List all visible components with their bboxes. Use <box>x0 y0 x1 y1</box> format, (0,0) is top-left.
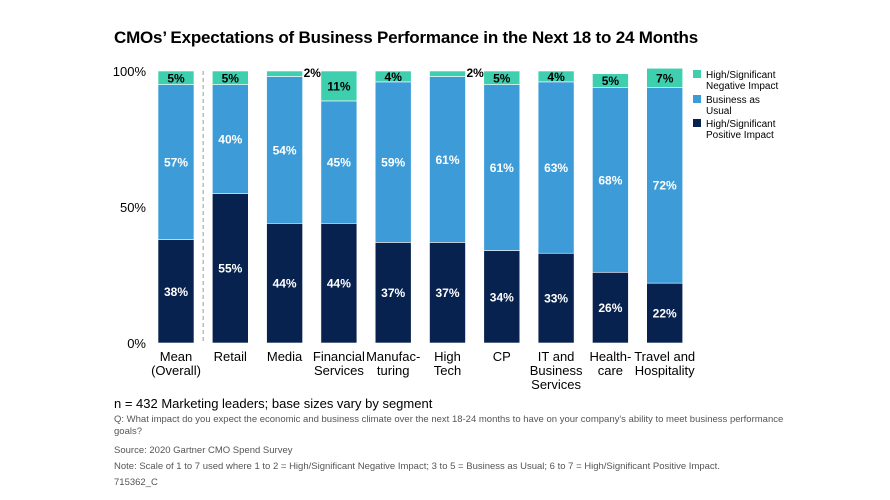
data-label: 26% <box>598 301 622 315</box>
bar-segment <box>157 84 195 240</box>
category-label: Services <box>314 363 364 378</box>
data-label: 5% <box>602 74 620 88</box>
data-label: 33% <box>544 292 568 306</box>
legend-label: High/Significant <box>706 70 776 81</box>
category-label: Tech <box>434 363 461 378</box>
data-label: 45% <box>327 156 351 170</box>
y-tick-label: 0% <box>127 336 146 351</box>
category-label: (Overall) <box>151 363 201 378</box>
data-label: 7% <box>656 71 674 85</box>
category-label: Business <box>530 363 583 378</box>
figure-code: 715362_C <box>114 477 158 488</box>
bar-segment <box>537 252 575 344</box>
data-label: 63% <box>544 161 568 175</box>
legend-label: Business as <box>706 95 760 106</box>
bar-segment <box>212 84 249 194</box>
scale-note: Note: Scale of 1 to 7 used where 1 to 2 … <box>114 461 720 472</box>
data-label: 2% <box>304 66 322 80</box>
legend-swatch <box>693 70 701 78</box>
data-label: 34% <box>490 290 514 304</box>
category-label: Health- <box>589 349 631 364</box>
bar-segment <box>592 73 629 88</box>
category-label: Manufac- <box>366 349 420 364</box>
data-label: 61% <box>490 161 514 175</box>
data-label: 4% <box>385 70 403 84</box>
chart-title: CMOs’ Expectations of Business Performan… <box>114 28 698 47</box>
legend-label: High/Significant <box>706 119 776 130</box>
source-line: Source: 2020 Gartner CMO Spend Survey <box>114 445 293 456</box>
bar-segment <box>592 271 629 344</box>
sample-size-note: n = 432 Marketing leaders; base sizes va… <box>114 396 433 411</box>
category-label: CP <box>493 349 511 364</box>
legend-label: Usual <box>706 106 732 117</box>
legend-swatch <box>693 119 701 127</box>
bar-segment <box>483 250 521 344</box>
legend-label: Negative Impact <box>706 81 778 92</box>
bar-segment <box>157 70 195 85</box>
category-label: Hospitality <box>635 363 695 378</box>
category-label: care <box>598 363 623 378</box>
data-label: 5% <box>167 71 185 85</box>
bar-segment <box>374 81 412 243</box>
category-label: Media <box>267 349 303 364</box>
data-label: 55% <box>218 262 242 276</box>
data-label: 37% <box>381 286 405 300</box>
category-label: Travel and <box>634 349 695 364</box>
bar-segment <box>320 70 358 102</box>
bar-segment <box>646 67 684 88</box>
data-label: 61% <box>435 153 459 167</box>
bar-segment <box>429 76 466 243</box>
bar-segment <box>646 87 684 284</box>
bar-segment <box>320 223 358 344</box>
y-tick-label: 50% <box>120 200 146 215</box>
bar-segment <box>646 282 684 344</box>
bar-segment <box>266 70 303 77</box>
data-label: 4% <box>547 70 565 84</box>
bar-segment <box>483 84 521 251</box>
bar-segment <box>429 242 466 344</box>
data-label: 2% <box>467 66 485 80</box>
category-label: IT and <box>538 349 575 364</box>
bar-segment <box>537 81 575 254</box>
data-label: 72% <box>653 179 677 193</box>
data-label: 68% <box>598 173 622 187</box>
data-label: 54% <box>273 143 297 157</box>
bar-segment <box>266 76 303 224</box>
category-label: High <box>434 349 461 364</box>
data-label: 22% <box>653 307 677 321</box>
category-label: Financial <box>313 349 365 364</box>
stacked-bar-chart: 0% 50% 100% 38% 57% 5% Mean(Overall) 55% 40% 5% Re… <box>113 64 779 392</box>
data-label: 11% <box>327 79 351 93</box>
legend-label: Positive Impact <box>706 130 774 141</box>
bar-segment <box>157 239 195 344</box>
bar-segment <box>429 70 466 77</box>
data-label: 44% <box>327 277 351 291</box>
y-tick-label: 100% <box>113 64 147 79</box>
data-label: 5% <box>493 71 511 85</box>
data-label: 37% <box>435 286 459 300</box>
data-label: 57% <box>164 156 188 170</box>
survey-question: Q: What impact do you expect the economi… <box>114 414 784 437</box>
bar-segment <box>212 70 249 85</box>
bar-segment <box>212 193 249 344</box>
bar-segment <box>374 70 412 83</box>
bar-segment <box>320 100 358 224</box>
bar-segment <box>483 70 521 85</box>
data-label: 44% <box>273 277 297 291</box>
category-label: Mean <box>160 349 193 364</box>
category-label: Retail <box>214 349 247 364</box>
category-label: Services <box>531 377 581 392</box>
bar-segment <box>592 87 629 273</box>
legend-swatch <box>693 95 701 103</box>
data-label: 59% <box>381 156 405 170</box>
bar-segment <box>374 242 412 344</box>
category-label: turing <box>377 363 410 378</box>
data-label: 40% <box>218 133 242 147</box>
data-label: 38% <box>164 285 188 299</box>
bar-segment <box>537 70 575 83</box>
data-label: 5% <box>222 71 240 85</box>
bar-segment <box>266 223 303 344</box>
